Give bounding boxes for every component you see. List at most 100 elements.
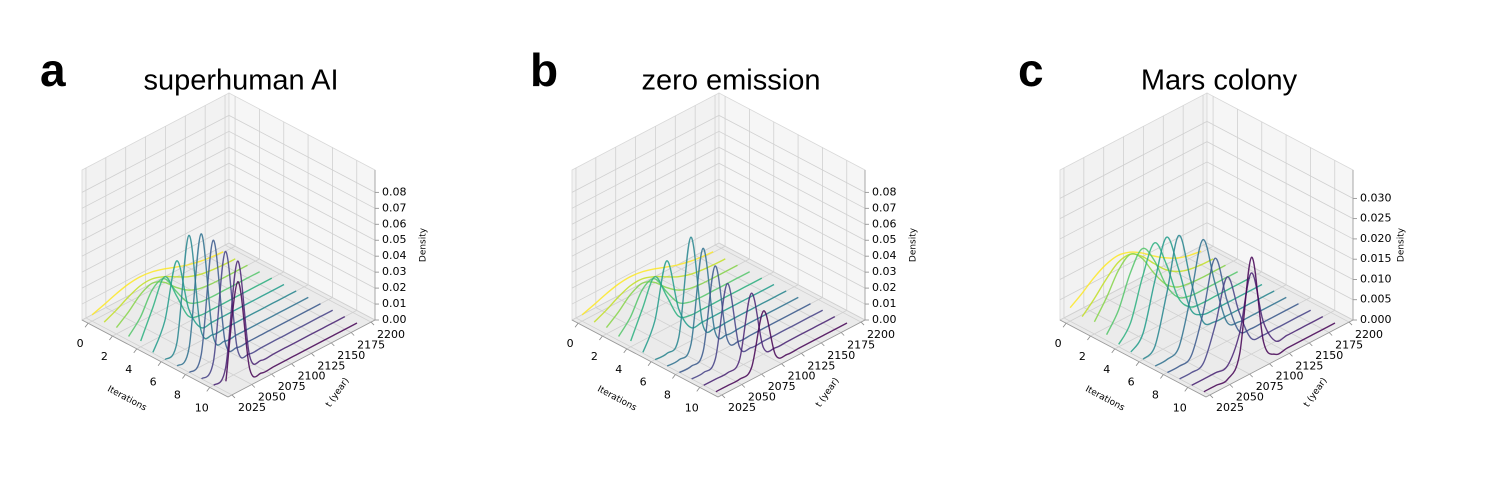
- grid-line: [165, 275, 312, 354]
- grid-line: [571, 114, 720, 193]
- grid-line: [81, 130, 230, 209]
- panel-letter: a: [40, 44, 66, 96]
- z-tick-label: 0.05: [872, 233, 897, 246]
- axis-line: [227, 319, 376, 398]
- y-tick-label: 2125: [807, 359, 835, 372]
- grid-line: [81, 114, 230, 193]
- y-tick-label: 2100: [298, 370, 326, 383]
- grid-line: [718, 130, 866, 209]
- tick-mark: [741, 384, 746, 388]
- x-tick-label: 2: [1079, 350, 1086, 363]
- density-line: [605, 264, 738, 329]
- x-tick-label: 4: [1103, 363, 1110, 376]
- panel-title: Mars colony: [1141, 65, 1298, 97]
- z-axis-label: Density: [909, 227, 919, 262]
- density-line: [593, 258, 726, 323]
- density-line: [225, 280, 358, 382]
- grid-line: [81, 178, 230, 257]
- tick-mark: [206, 387, 211, 392]
- grid-line: [571, 194, 720, 273]
- y-axis-label: t (year): [814, 376, 841, 409]
- y-tick-label: 2025: [728, 401, 756, 414]
- tick-mark: [1111, 348, 1116, 354]
- density-line: [201, 250, 334, 380]
- z-tick-label: 0.005: [1360, 293, 1392, 306]
- grid-line: [694, 255, 842, 333]
- grid-line: [1059, 141, 1208, 220]
- z-tick-label: 0.030: [1360, 191, 1392, 204]
- z-tick-label: 0.01: [872, 297, 897, 310]
- x-tick-label: 8: [664, 389, 671, 402]
- grid-line: [1059, 242, 1208, 321]
- grid-line: [1103, 296, 1250, 375]
- density-line: [654, 236, 787, 361]
- y-tick-label: 2200: [867, 328, 895, 341]
- x-tick-label: 2: [591, 350, 598, 363]
- grid-line: [655, 275, 802, 354]
- y-tick-label: 2050: [748, 391, 776, 404]
- grid-line: [228, 242, 376, 321]
- x-tick-label: 0: [1055, 337, 1062, 350]
- tick-mark: [350, 332, 355, 336]
- y-tick-label: 2150: [827, 349, 855, 362]
- tick-mark: [821, 342, 825, 347]
- density-line: [103, 258, 236, 323]
- y-tick-label: 2175: [357, 338, 385, 351]
- density-line: [642, 260, 775, 353]
- axis-line: [1059, 319, 1207, 398]
- tick-mark: [1087, 335, 1091, 341]
- panel: a superhuman AI 0 2 4 6 8 10 2025205020752100212…: [40, 44, 429, 414]
- panel-title: superhuman AI: [143, 65, 338, 97]
- grid-line: [1059, 121, 1208, 199]
- y-tick-label: 2100: [788, 370, 816, 383]
- tick-mark: [1135, 361, 1140, 366]
- tick-mark: [251, 384, 256, 388]
- tick-mark: [271, 373, 275, 378]
- grid-line: [571, 226, 720, 305]
- tick-mark: [721, 394, 726, 399]
- z-tick-label: 0.02: [872, 281, 897, 294]
- grid-line: [228, 194, 376, 273]
- tick-mark: [623, 348, 628, 354]
- panel-letter: b: [530, 44, 558, 96]
- grid-line: [228, 146, 376, 225]
- grid-line: [1206, 181, 1354, 260]
- grid-line: [228, 178, 376, 257]
- z-tick-label: 0.06: [872, 217, 897, 230]
- y-tick-label: 2200: [377, 328, 405, 341]
- grid-line: [228, 210, 376, 289]
- y-tick-label: 2200: [1355, 328, 1383, 341]
- y-tick-label: 2025: [238, 401, 266, 414]
- grid-line: [1063, 317, 1211, 396]
- y-tick-label: 2125: [1295, 359, 1323, 372]
- density-line: [1069, 250, 1202, 309]
- x-tick-label: 4: [615, 363, 622, 376]
- tick-mark: [647, 361, 652, 366]
- tick-mark: [574, 322, 579, 328]
- x-tick-label: 10: [1173, 401, 1187, 414]
- grid-line: [1059, 161, 1208, 240]
- grid-line: [718, 194, 866, 273]
- tick-mark: [1229, 384, 1234, 388]
- grid-line: [571, 130, 720, 209]
- tick-mark: [1160, 374, 1164, 379]
- z-tick-label: 0.00: [382, 313, 407, 326]
- density-line: [666, 247, 799, 367]
- x-tick-label: 6: [640, 376, 647, 389]
- grid-line: [1065, 245, 1214, 324]
- grid-line: [81, 194, 230, 273]
- density-line: [213, 260, 346, 386]
- grid-line: [571, 210, 720, 289]
- z-tick-label: 0.07: [872, 201, 897, 214]
- grid-line: [1202, 244, 1350, 323]
- grid-line: [1206, 222, 1354, 301]
- grid-line: [81, 146, 230, 225]
- z-tick-label: 0.08: [872, 185, 897, 198]
- y-tick-label: 2050: [1236, 391, 1264, 404]
- density-line: [630, 276, 763, 342]
- density-line: [715, 310, 848, 393]
- tick-mark: [781, 363, 785, 367]
- grid-line: [85, 317, 233, 396]
